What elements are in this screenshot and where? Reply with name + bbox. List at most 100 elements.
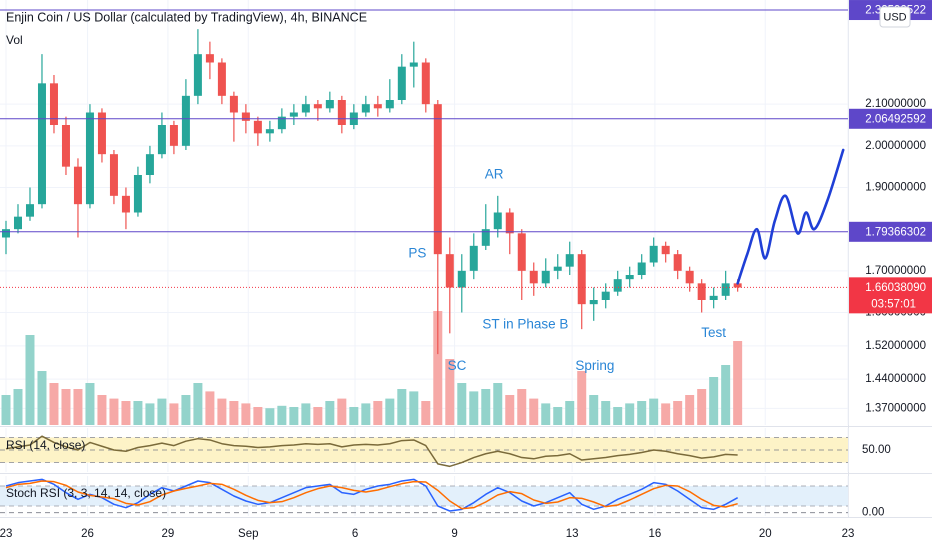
candle-body xyxy=(337,100,346,125)
volume-bar xyxy=(289,407,299,425)
volume-bar xyxy=(517,389,527,425)
pane-title: RSI (14, close) xyxy=(6,438,85,452)
volume-bar xyxy=(457,383,467,425)
volume-bar xyxy=(85,383,95,425)
volume-bar xyxy=(337,398,347,425)
candle-body xyxy=(85,112,94,205)
currency-button[interactable] xyxy=(879,6,911,28)
indicator-line xyxy=(5,435,738,468)
candle-body xyxy=(553,266,562,271)
candle-body xyxy=(673,254,682,271)
volume-bar xyxy=(13,389,23,425)
volume-bar xyxy=(121,401,131,425)
volume-bar xyxy=(169,403,179,425)
countdown: 03:57:01 xyxy=(871,298,916,310)
y-tick-label: 1.52000000 xyxy=(865,340,926,352)
candle-body xyxy=(433,104,442,255)
volume-bar xyxy=(541,403,551,425)
volume-bar xyxy=(325,401,335,425)
candle-body xyxy=(289,112,298,117)
candle-body xyxy=(409,62,418,67)
candle-body xyxy=(145,154,154,175)
x-tick-label: 16 xyxy=(648,528,661,540)
volume-label: Vol xyxy=(6,33,23,47)
y-tick-label: 1.70000000 xyxy=(865,265,926,277)
volume-bar xyxy=(553,407,563,425)
volume-bar xyxy=(481,389,491,425)
indicator-line xyxy=(5,478,739,512)
candle-body xyxy=(649,245,658,263)
x-tick-label: Sep xyxy=(238,528,258,540)
volume-bar xyxy=(649,398,659,425)
annotation: AR xyxy=(485,167,504,182)
candle-body xyxy=(181,95,190,146)
candle-body xyxy=(697,283,706,300)
y-tick-label: 1.37000000 xyxy=(865,402,926,414)
volume-bar xyxy=(157,398,167,425)
candle-body xyxy=(541,270,550,284)
candle-body xyxy=(109,154,118,196)
volume-bar xyxy=(373,401,383,425)
currency-button-label[interactable]: USD xyxy=(883,11,906,23)
volume-bar xyxy=(361,403,371,425)
annotation: Test xyxy=(701,325,726,340)
candle-body xyxy=(469,245,478,271)
candle-body xyxy=(637,262,646,275)
volume-bar xyxy=(349,407,359,425)
indicator-line xyxy=(5,480,738,510)
x-tick-label: 9 xyxy=(451,528,457,540)
volume-bar xyxy=(241,403,251,425)
volume-bar xyxy=(277,405,287,425)
candle-body xyxy=(301,104,310,113)
volume-bar xyxy=(601,401,611,425)
candle-body xyxy=(241,112,250,121)
candle-body xyxy=(37,83,46,205)
candle-body xyxy=(265,129,274,134)
last-price-label: 1.66038090 xyxy=(865,282,926,294)
candle-body xyxy=(601,291,610,300)
volume-bar xyxy=(709,377,719,425)
candle-body xyxy=(169,125,178,146)
volume-bar xyxy=(145,403,155,425)
y-tick-label: 0.00 xyxy=(862,507,884,519)
candle-body xyxy=(481,229,490,246)
x-tick-label: 6 xyxy=(352,528,358,540)
volume-bar xyxy=(265,408,275,425)
volume-bar xyxy=(505,395,515,425)
candle-body xyxy=(133,175,142,213)
volume-bar xyxy=(565,401,575,425)
volume-bar xyxy=(409,391,419,425)
candle-body xyxy=(493,212,502,230)
candle-body xyxy=(1,229,10,238)
volume-bar xyxy=(73,389,83,425)
candle-body xyxy=(421,62,430,105)
volume-bar xyxy=(385,398,395,425)
x-tick-label: 26 xyxy=(81,528,94,540)
candle-body xyxy=(193,54,202,96)
pane-title: Stoch RSI (3, 3, 14, 14, close) xyxy=(6,486,166,500)
level-label: 2.06492592 xyxy=(865,113,926,125)
chart-title: Enjin Coin / US Dollar (calculated by Tr… xyxy=(6,10,367,24)
candle-body xyxy=(445,254,454,288)
volume-bar xyxy=(625,403,635,425)
annotation: PS xyxy=(408,246,426,261)
candle-body xyxy=(625,275,634,280)
x-tick-label: 20 xyxy=(759,528,772,540)
volume-bar xyxy=(97,395,107,425)
volume-bar xyxy=(589,395,599,425)
volume-bar xyxy=(433,311,443,425)
candle-body xyxy=(589,300,598,305)
candle-body xyxy=(565,254,574,267)
volume-bar xyxy=(181,395,191,425)
candle-body xyxy=(97,112,106,155)
volume-bar xyxy=(673,401,683,425)
candle-body xyxy=(721,283,730,296)
volume-bar xyxy=(301,403,311,425)
y-tick-label: 2.00000000 xyxy=(865,140,926,152)
candle-body xyxy=(457,270,466,288)
candle-body xyxy=(529,270,538,284)
candle-body xyxy=(229,95,238,113)
candle-body xyxy=(313,104,322,109)
candle-body xyxy=(685,270,694,284)
volume-bar xyxy=(61,389,71,425)
